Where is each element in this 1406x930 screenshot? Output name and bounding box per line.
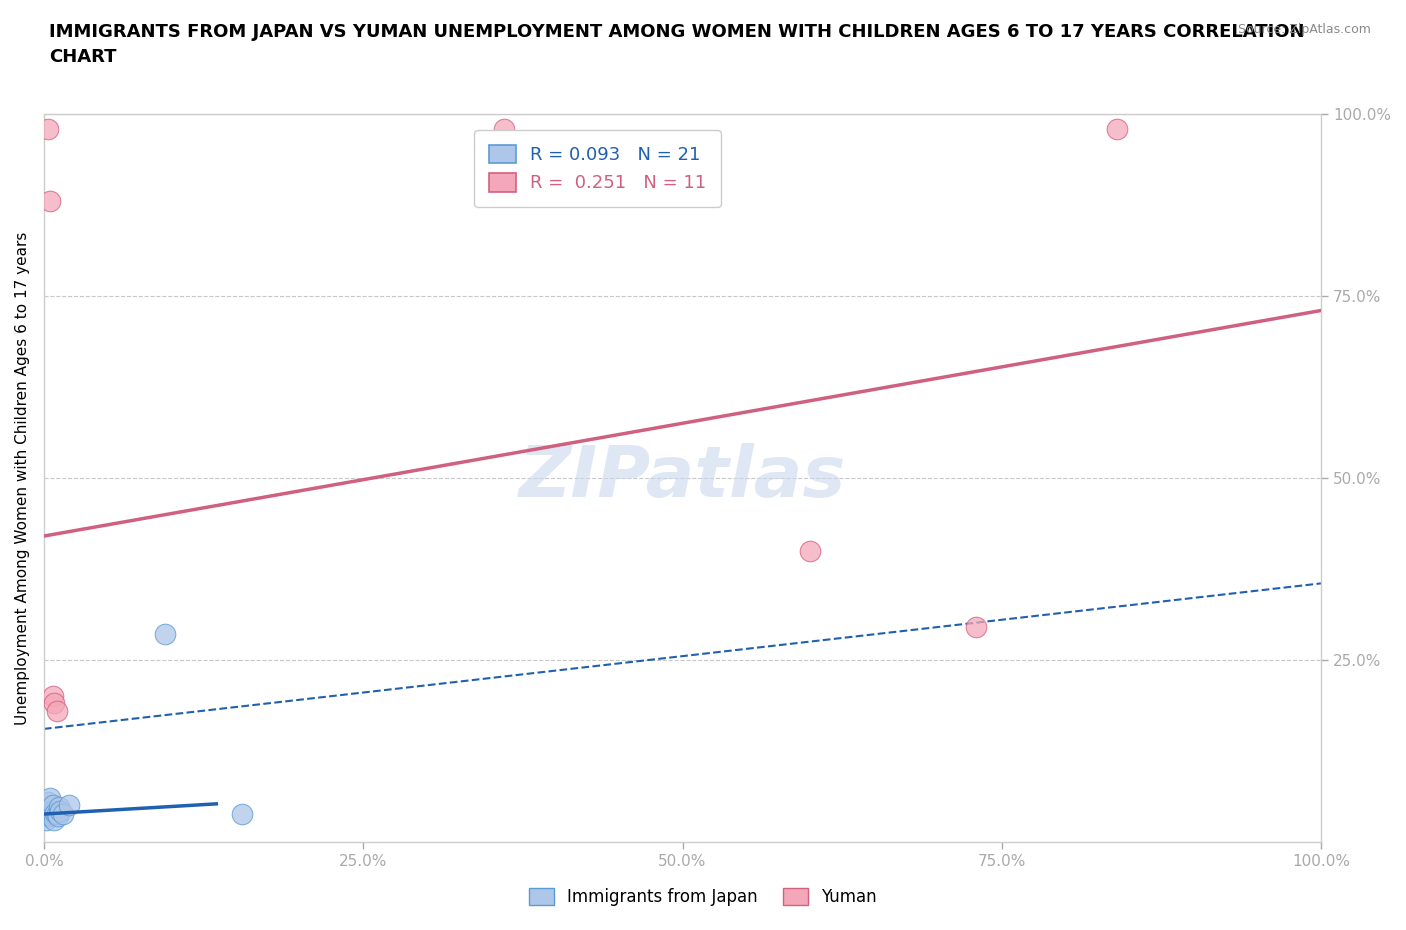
Point <box>37 805 59 820</box>
Text: ZIPatlas: ZIPatlas <box>519 444 846 512</box>
Text: CHART: CHART <box>49 48 117 66</box>
Point <box>45 806 67 821</box>
Point <box>58 798 80 813</box>
Point <box>1105 121 1128 136</box>
Point <box>42 696 65 711</box>
Point <box>52 806 75 821</box>
Point <box>37 794 59 809</box>
Point <box>231 806 253 821</box>
Point <box>41 804 63 818</box>
Point <box>39 790 62 805</box>
Point <box>155 627 177 642</box>
Text: Source: ZipAtlas.com: Source: ZipAtlas.com <box>1237 23 1371 36</box>
Point <box>42 806 65 821</box>
Point <box>39 809 62 824</box>
Point <box>35 813 58 828</box>
Point <box>965 619 987 634</box>
Point <box>37 121 59 136</box>
Point <box>34 809 56 824</box>
Point <box>42 798 65 813</box>
Point <box>48 799 70 814</box>
Point <box>39 193 62 208</box>
Point <box>38 806 60 821</box>
Point <box>42 813 65 828</box>
Point <box>44 805 66 820</box>
Point <box>492 121 515 136</box>
Point <box>46 809 69 824</box>
Point <box>49 804 72 818</box>
Legend: R = 0.093   N = 21, R =  0.251   N = 11: R = 0.093 N = 21, R = 0.251 N = 11 <box>474 130 721 206</box>
Point <box>35 802 58 817</box>
Point <box>799 543 821 558</box>
Point <box>42 689 65 704</box>
Y-axis label: Unemployment Among Women with Children Ages 6 to 17 years: Unemployment Among Women with Children A… <box>15 232 30 724</box>
Legend: Immigrants from Japan, Yuman: Immigrants from Japan, Yuman <box>523 881 883 912</box>
Point <box>45 703 67 718</box>
Text: IMMIGRANTS FROM JAPAN VS YUMAN UNEMPLOYMENT AMONG WOMEN WITH CHILDREN AGES 6 TO : IMMIGRANTS FROM JAPAN VS YUMAN UNEMPLOYM… <box>49 23 1305 41</box>
